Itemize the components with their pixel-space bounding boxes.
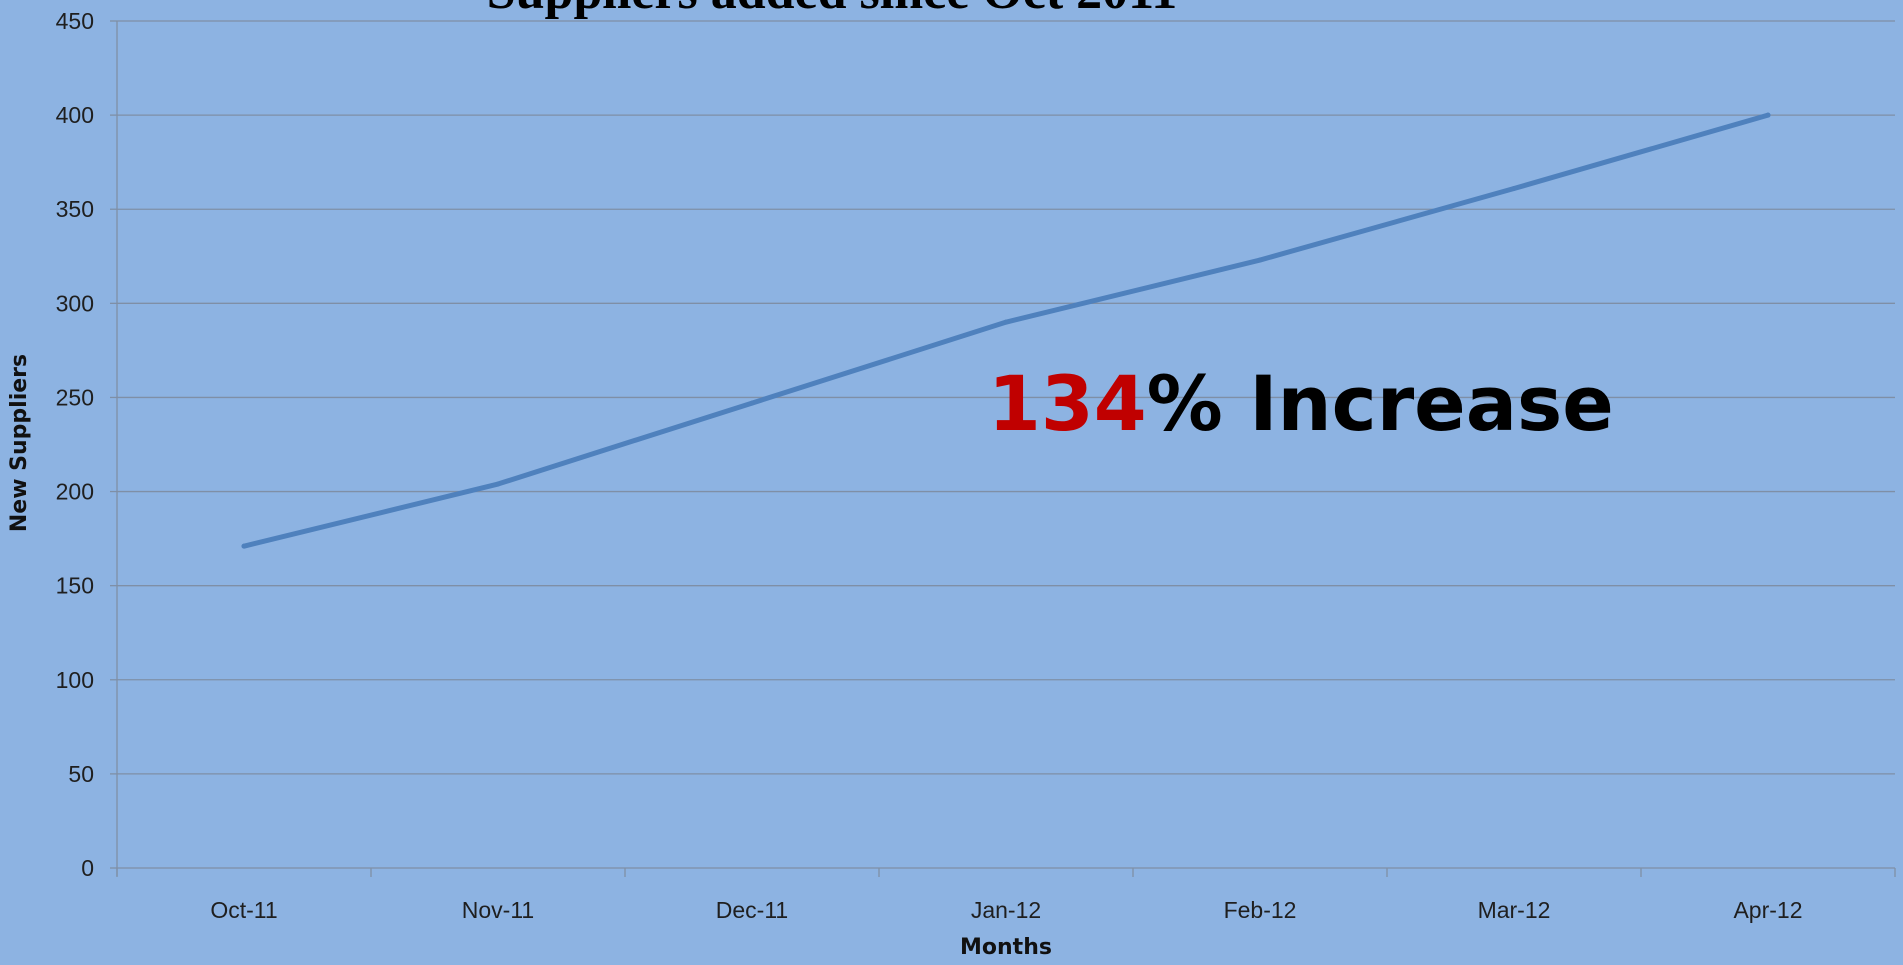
x-tick-labels: Oct-11 Nov-11 Dec-11 Jan-12 Feb-12 Mar-12 Apr-… xyxy=(210,897,1802,923)
y-tick-label-350: 350 xyxy=(56,196,94,222)
x-tick-label-dec-11: Dec-11 xyxy=(716,897,788,923)
series-line-0 xyxy=(241,112,1771,549)
data-point-apr-12 xyxy=(1765,112,1771,118)
x-tick-label-feb-12: Feb-12 xyxy=(1224,897,1297,923)
series-layer xyxy=(241,112,1771,549)
data-point-jan-12 xyxy=(1003,319,1009,325)
x-tick-label-apr-12: Apr-12 xyxy=(1733,897,1802,923)
y-tick-label-150: 150 xyxy=(56,573,94,599)
axes xyxy=(110,20,1896,877)
y-tick-label-250: 250 xyxy=(56,384,94,410)
y-axis-title: New Suppliers xyxy=(7,354,32,532)
data-point-dec-11 xyxy=(749,400,755,406)
increase-annotation: 134% Increase xyxy=(988,359,1614,448)
data-point-oct-11 xyxy=(241,543,247,549)
x-tick-label-jan-12: Jan-12 xyxy=(971,897,1041,923)
y-tick-label-450: 450 xyxy=(56,8,94,34)
y-tick-label-400: 400 xyxy=(56,102,94,128)
x-axis-title: Months xyxy=(960,935,1052,960)
chart-title: Suppliers added since Oct 2011 xyxy=(487,0,1178,20)
y-tick-label-300: 300 xyxy=(56,290,94,316)
y-tick-label-200: 200 xyxy=(56,479,94,505)
y-tick-label-100: 100 xyxy=(56,667,94,693)
x-tick-label-oct-11: Oct-11 xyxy=(210,897,277,923)
gridlines xyxy=(117,20,1895,775)
data-point-feb-12 xyxy=(1257,257,1263,263)
increase-annotation-suffix: % Increase xyxy=(1147,359,1614,448)
x-tick-label-nov-11: Nov-11 xyxy=(462,897,534,923)
x-tick-label-mar-12: Mar-12 xyxy=(1478,897,1551,923)
data-point-nov-11 xyxy=(495,481,501,487)
y-tick-label-50: 50 xyxy=(68,761,94,787)
increase-annotation-number: 134 xyxy=(988,359,1147,448)
data-point-mar-12 xyxy=(1511,186,1517,192)
y-tick-labels: 0 50 100 150 200 250 300 350 400 450 xyxy=(56,8,94,881)
y-tick-label-0: 0 xyxy=(81,855,94,881)
